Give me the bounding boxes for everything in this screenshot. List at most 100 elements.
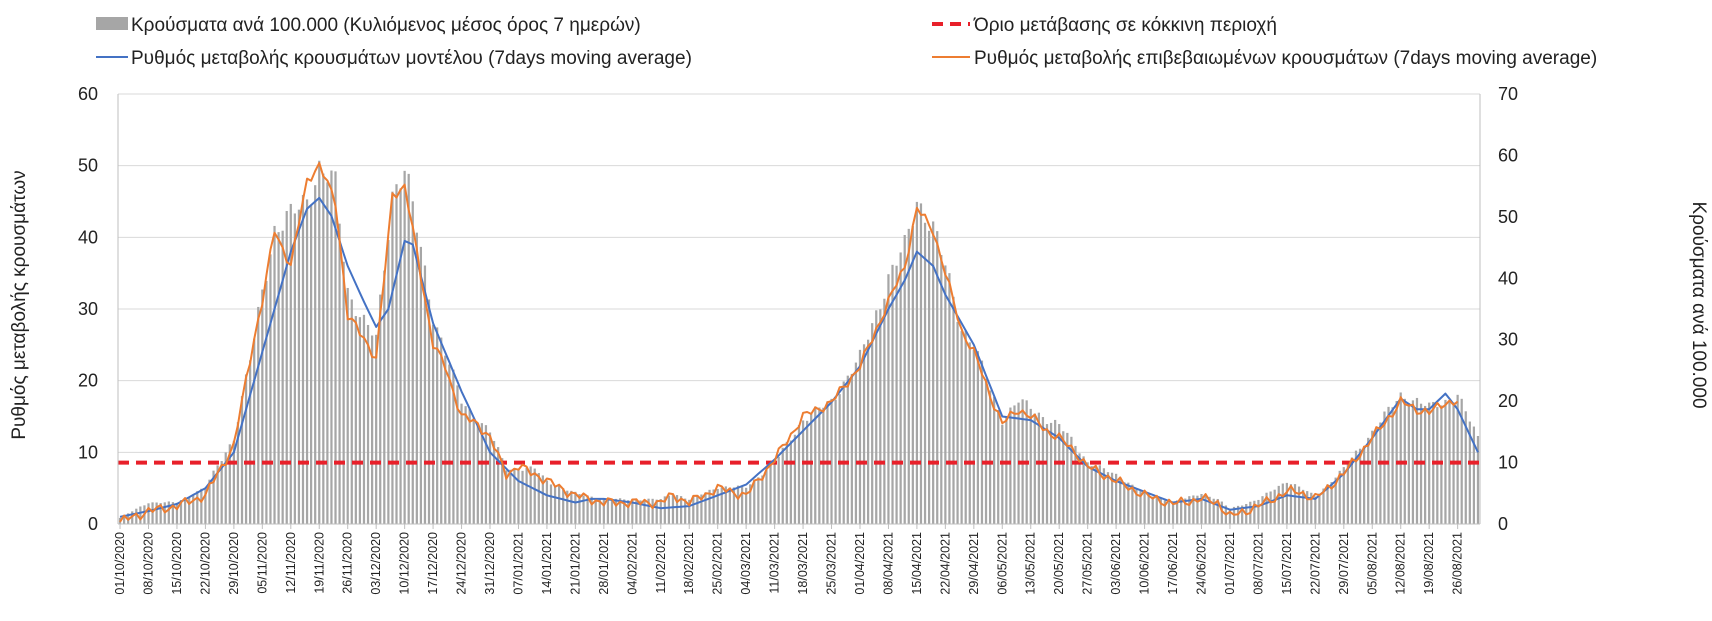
bar	[1070, 436, 1073, 524]
bar	[1094, 466, 1097, 524]
bar	[1460, 398, 1463, 524]
x-tick-label: 24/12/2020	[455, 532, 469, 595]
bar	[618, 498, 622, 524]
bar	[1407, 404, 1410, 524]
bar	[464, 406, 467, 524]
bar	[1314, 496, 1317, 524]
bar	[1273, 489, 1276, 524]
bar	[362, 314, 366, 524]
bar	[1265, 492, 1268, 524]
bar	[700, 494, 703, 524]
legend: Κρούσματα ανά 100.000 (Κυλιόμενος μέσος …	[96, 15, 1597, 69]
bar	[1159, 498, 1162, 524]
bar	[911, 226, 914, 524]
bar	[558, 485, 561, 524]
bar	[1371, 430, 1374, 524]
legend-item-threshold: Όριο μετάβασης σε κόκκινη περιοχή	[932, 15, 1277, 36]
x-tick-label: 19/08/2021	[1422, 532, 1436, 595]
bar	[1423, 405, 1427, 524]
bar	[1135, 488, 1138, 524]
bar	[480, 423, 483, 524]
bar	[501, 458, 504, 524]
bar	[984, 379, 988, 524]
bar	[679, 496, 683, 524]
bar	[1289, 484, 1293, 524]
x-tick-label: 20/05/2021	[1052, 532, 1066, 595]
bar	[590, 496, 593, 524]
bar	[253, 338, 256, 524]
bar	[452, 369, 455, 524]
x-tick-label: 27/05/2021	[1081, 532, 1095, 595]
bar	[594, 498, 597, 524]
bar	[976, 351, 980, 524]
bar	[732, 487, 736, 524]
bar	[919, 203, 923, 524]
bar	[1297, 486, 1301, 524]
bar	[139, 506, 142, 524]
bar	[375, 334, 378, 524]
x-tick-label: 15/10/2020	[170, 532, 184, 595]
bar	[285, 210, 288, 524]
bar	[834, 399, 837, 524]
x-tick-label: 15/04/2021	[910, 532, 924, 595]
bar	[541, 475, 544, 524]
bar	[1106, 472, 1110, 524]
y-axis-title-right: Κρούσματα ανά 100.000	[1688, 201, 1709, 408]
bar	[810, 413, 813, 524]
legend-label-confirmed: Ρυθμός μεταβολής επιβεβαιωμένων κρουσμάτ…	[974, 48, 1597, 69]
bar	[147, 503, 150, 524]
y-tick-label-right: 40	[1498, 268, 1518, 288]
bar	[1322, 488, 1325, 524]
bar	[1192, 495, 1195, 524]
bar	[1293, 484, 1297, 524]
bar	[411, 201, 414, 524]
bar	[1184, 498, 1187, 524]
bar	[1261, 496, 1264, 524]
bar	[1468, 421, 1471, 524]
y-tick-label-left: 30	[78, 299, 98, 319]
bar	[529, 466, 532, 524]
bar	[265, 280, 268, 524]
bar	[688, 499, 691, 524]
bar	[891, 264, 894, 524]
bar	[545, 480, 549, 524]
y-tick-label-left: 20	[78, 371, 98, 391]
bar	[1281, 483, 1284, 524]
x-tick-label: 22/10/2020	[198, 532, 212, 595]
bar	[858, 349, 862, 524]
bar	[1302, 489, 1305, 524]
bar	[655, 499, 658, 524]
bar	[204, 487, 207, 524]
bar	[249, 360, 252, 524]
bar	[1330, 482, 1333, 524]
bar	[1151, 496, 1154, 524]
bar	[167, 501, 170, 524]
bar	[1220, 501, 1223, 524]
bar	[712, 489, 715, 524]
bar	[952, 296, 955, 524]
x-tick-label: 05/08/2021	[1365, 532, 1379, 595]
bar	[1440, 405, 1443, 524]
bar	[1041, 417, 1045, 524]
bar	[716, 488, 719, 524]
bar	[769, 464, 772, 524]
x-tick-label: 28/01/2021	[597, 532, 611, 595]
y-ticks-right: 0 10 20 30 40 50 60 70	[1498, 84, 1518, 534]
bar	[1363, 446, 1366, 524]
bar	[745, 487, 748, 524]
bar	[932, 221, 935, 524]
bar	[1066, 432, 1069, 524]
bar	[614, 498, 618, 524]
bar	[151, 502, 154, 524]
bar	[407, 173, 410, 524]
bar	[1350, 457, 1354, 524]
bar	[708, 489, 711, 524]
bar	[627, 500, 630, 524]
bar	[350, 299, 353, 524]
bar	[785, 441, 788, 524]
bar	[1464, 411, 1467, 524]
bar	[1180, 499, 1183, 524]
bar	[1131, 484, 1134, 524]
bar	[175, 502, 179, 524]
bar	[1456, 394, 1459, 524]
